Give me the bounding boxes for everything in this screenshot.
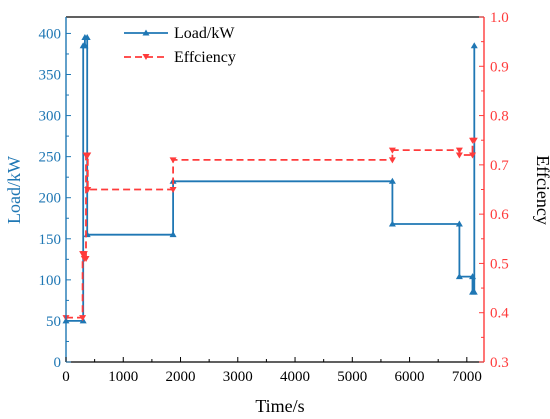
efficiency-point: [470, 137, 478, 144]
axes-layer: 0 1000 2000 3000 4000 5000 6000 7000 0 50 100 150 20…: [39, 10, 510, 385]
y-right-tick-label: 0.5: [490, 256, 509, 272]
legend-efficiency-label: Effciency: [174, 49, 236, 66]
x-axis-title: Time/s: [255, 396, 304, 416]
efficiency-point: [169, 187, 177, 193]
x-tick-label: 6000: [395, 369, 425, 385]
legend-efficiency-marker: [142, 54, 150, 60]
x-tick-label: 4000: [280, 369, 310, 385]
efficiency-series-line: [66, 139, 475, 319]
efficiency-point: [388, 147, 396, 154]
load-point: [169, 231, 177, 238]
efficiency-point: [455, 147, 463, 154]
y-left-tick-label: 0: [54, 355, 62, 371]
load-series-line: [66, 36, 476, 322]
load-point: [388, 220, 396, 227]
legend-load-marker: [142, 29, 150, 36]
legend: Load/kW Effciency: [124, 25, 236, 66]
efficiency-point: [84, 152, 92, 159]
load-point: [81, 42, 89, 49]
y-right-tick-label: 0.3: [490, 355, 509, 371]
load-point: [388, 177, 396, 184]
x-tick-label: 1000: [108, 369, 138, 385]
efficiency-point: [469, 152, 477, 159]
load-point: [469, 273, 477, 280]
load-point: [470, 42, 478, 49]
load-point: [83, 34, 91, 41]
efficiency-point: [84, 187, 92, 193]
x-tick-label: 7000: [452, 369, 482, 385]
y-left-axis-title: Load/kW: [4, 156, 24, 224]
load-point: [455, 273, 463, 280]
y-left-tick-label: 150: [39, 232, 62, 248]
y-right-tick-label: 0.9: [490, 59, 509, 75]
x-tick-label: 3000: [223, 369, 253, 385]
y-left-tick-label: 350: [39, 68, 62, 84]
y-right-tick-label: 0.7: [490, 158, 509, 174]
x-tick-label: 2000: [166, 369, 196, 385]
load-point: [455, 220, 463, 227]
efficiency-point: [82, 256, 90, 262]
legend-load-label: Load/kW: [174, 25, 235, 42]
y-left-tick-label: 300: [39, 109, 62, 125]
y-left-tick-label: 100: [39, 273, 62, 289]
efficiency-point: [169, 157, 177, 164]
series-layer: [62, 34, 478, 324]
y-right-tick-label: 0.6: [490, 207, 509, 223]
y-left-tick-label: 250: [39, 150, 62, 166]
efficiency-point: [80, 251, 88, 258]
load-point: [470, 288, 478, 295]
y-right-tick-label: 0.8: [490, 109, 509, 125]
efficiency-point: [79, 315, 87, 322]
x-tick-label: 5000: [337, 369, 367, 385]
y-right-tick-label: 0.4: [490, 306, 509, 322]
x-tick-label: 0: [62, 369, 70, 385]
load-point: [79, 317, 87, 324]
y-left-tick-label: 400: [39, 26, 62, 42]
y-left-tick-label: 200: [39, 191, 62, 207]
efficiency-point: [388, 157, 396, 164]
y-right-tick-label: 1.0: [490, 10, 509, 26]
y-left-tick-label: 50: [46, 314, 61, 330]
efficiency-point: [455, 152, 463, 159]
y-right-axis-title: Effciency: [533, 155, 550, 225]
